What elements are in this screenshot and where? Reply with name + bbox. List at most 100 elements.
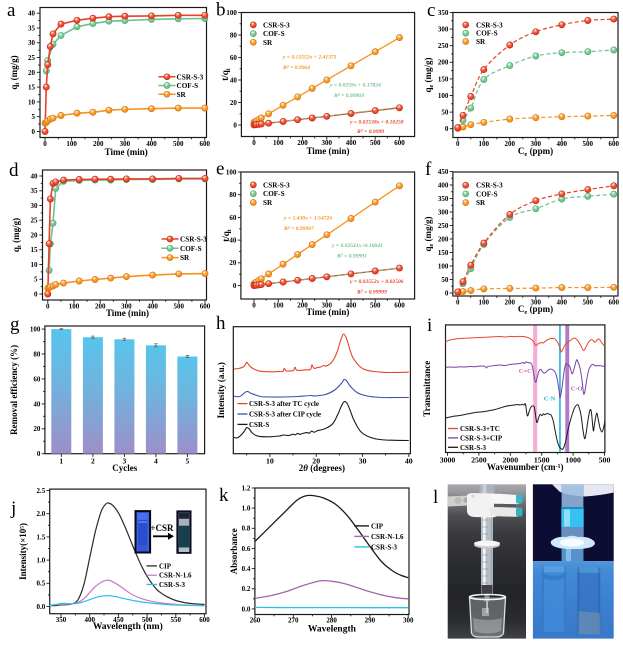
svg-text:270: 270 — [288, 617, 299, 625]
svg-text:300: 300 — [121, 303, 132, 311]
svg-text:CSR-N-1.6: CSR-N-1.6 — [159, 572, 192, 580]
svg-text:1: 1 — [59, 457, 63, 466]
svg-text:35: 35 — [31, 187, 39, 195]
svg-text:600: 600 — [609, 140, 620, 148]
svg-text:1.2: 1.2 — [242, 484, 251, 492]
svg-text:40: 40 — [28, 10, 36, 18]
svg-text:0: 0 — [46, 303, 50, 311]
svg-text:1.0: 1.0 — [36, 557, 45, 565]
svg-text:100: 100 — [226, 168, 237, 176]
svg-text:0.0: 0.0 — [36, 603, 45, 611]
svg-text:C-N: C-N — [544, 396, 556, 403]
svg-text:100: 100 — [479, 140, 490, 148]
svg-text:+CSR: +CSR — [150, 523, 174, 533]
svg-text:80: 80 — [33, 350, 41, 358]
svg-text:SR: SR — [263, 39, 273, 47]
svg-text:CSR-S-3 after TC cycle: CSR-S-3 after TC cycle — [249, 400, 319, 408]
svg-text:Ce (ppm): Ce (ppm) — [518, 304, 553, 316]
svg-text:20: 20 — [31, 231, 39, 239]
svg-text:CSR-S-3 after CIP cycle: CSR-S-3 after CIP cycle — [249, 411, 321, 419]
svg-text:20: 20 — [312, 457, 320, 466]
svg-text:1.0: 1.0 — [242, 505, 251, 513]
svg-text:600: 600 — [200, 303, 211, 311]
svg-text:Time (min): Time (min) — [106, 308, 149, 318]
svg-text:CSR-S-3: CSR-S-3 — [476, 182, 503, 190]
svg-text:300: 300 — [531, 299, 542, 307]
svg-text:Wavelength (nm): Wavelength (nm) — [93, 621, 163, 632]
svg-text:0.2: 0.2 — [242, 585, 251, 593]
svg-text:10: 10 — [31, 261, 39, 269]
svg-text:100: 100 — [226, 9, 237, 17]
svg-text:100: 100 — [438, 262, 449, 270]
svg-text:100: 100 — [66, 140, 77, 148]
svg-text:Ce (ppm): Ce (ppm) — [518, 146, 553, 158]
svg-text:qe (mg/g): qe (mg/g) — [423, 58, 435, 93]
svg-text:SR: SR — [177, 91, 187, 99]
svg-text:100: 100 — [273, 302, 284, 310]
svg-text:CSR-S-3: CSR-S-3 — [177, 73, 204, 81]
svg-text:0: 0 — [456, 299, 460, 307]
svg-text:5: 5 — [186, 457, 190, 466]
svg-text:0: 0 — [445, 289, 449, 297]
svg-text:0.6: 0.6 — [242, 545, 251, 553]
svg-text:100: 100 — [479, 299, 490, 307]
svg-text:200: 200 — [438, 59, 449, 67]
svg-text:COF-S: COF-S — [263, 190, 285, 198]
svg-text:0: 0 — [32, 128, 36, 136]
svg-text:100: 100 — [69, 303, 80, 311]
svg-text:1500: 1500 — [534, 456, 550, 465]
svg-text:150: 150 — [438, 249, 449, 257]
svg-text:40: 40 — [229, 237, 237, 245]
svg-text:CIP: CIP — [159, 562, 172, 570]
svg-text:C=C: C=C — [519, 368, 532, 375]
svg-text:300: 300 — [120, 140, 131, 148]
svg-text:CSR-S-3+TC: CSR-S-3+TC — [460, 425, 500, 433]
svg-text:200: 200 — [505, 140, 516, 148]
svg-text:Absorbance: Absorbance — [229, 528, 239, 574]
svg-text:30: 30 — [31, 202, 39, 210]
svg-text:j: j — [10, 498, 16, 519]
svg-text:200: 200 — [93, 140, 104, 148]
svg-text:R2 = 0.9964: R2 = 0.9964 — [282, 64, 310, 71]
svg-text:y = 0.02541x+0.10041: y = 0.02541x+0.10041 — [331, 243, 383, 249]
svg-text:COF-S: COF-S — [263, 30, 285, 38]
svg-text:350: 350 — [438, 9, 449, 17]
svg-text:SR: SR — [476, 199, 486, 207]
svg-text:600: 600 — [199, 616, 210, 624]
svg-text:30: 30 — [359, 457, 367, 466]
svg-text:60: 60 — [229, 214, 237, 222]
svg-text:t/qt: t/qt — [220, 68, 232, 81]
svg-text:200: 200 — [297, 139, 308, 147]
svg-text:Removal efficiency (%): Removal efficiency (%) — [9, 345, 19, 435]
svg-text:SR: SR — [180, 254, 190, 262]
svg-text:5: 5 — [32, 113, 36, 121]
svg-text:400: 400 — [346, 302, 357, 310]
svg-text:40: 40 — [33, 400, 41, 408]
svg-text:200: 200 — [297, 302, 308, 310]
svg-text:40: 40 — [31, 172, 39, 180]
svg-text:40: 40 — [230, 76, 238, 84]
svg-text:y = 0.02538x + 0.10258: y = 0.02538x + 0.10258 — [349, 120, 404, 126]
svg-text:500: 500 — [174, 303, 185, 311]
svg-text:400: 400 — [438, 181, 449, 189]
svg-text:Time (min): Time (min) — [105, 147, 148, 157]
svg-text:300: 300 — [438, 26, 449, 34]
svg-text:100: 100 — [438, 92, 449, 100]
svg-text:100: 100 — [273, 139, 284, 147]
svg-text:g: g — [10, 314, 20, 335]
svg-text:Time (min): Time (min) — [306, 146, 349, 156]
svg-text:500: 500 — [142, 616, 153, 624]
svg-text:260: 260 — [250, 617, 261, 625]
svg-text:20: 20 — [28, 69, 36, 77]
svg-text:2.5: 2.5 — [36, 487, 45, 495]
svg-text:Transmittance: Transmittance — [422, 361, 432, 417]
svg-text:CSR-S-3+CIP: CSR-S-3+CIP — [460, 434, 503, 442]
svg-text:600: 600 — [200, 140, 211, 148]
svg-text:400: 400 — [84, 616, 95, 624]
svg-text:500: 500 — [583, 299, 594, 307]
svg-text:500: 500 — [370, 139, 381, 147]
svg-text:f: f — [425, 159, 432, 180]
svg-text:25: 25 — [31, 217, 39, 225]
svg-text:400: 400 — [557, 140, 568, 148]
svg-text:l: l — [433, 487, 438, 508]
